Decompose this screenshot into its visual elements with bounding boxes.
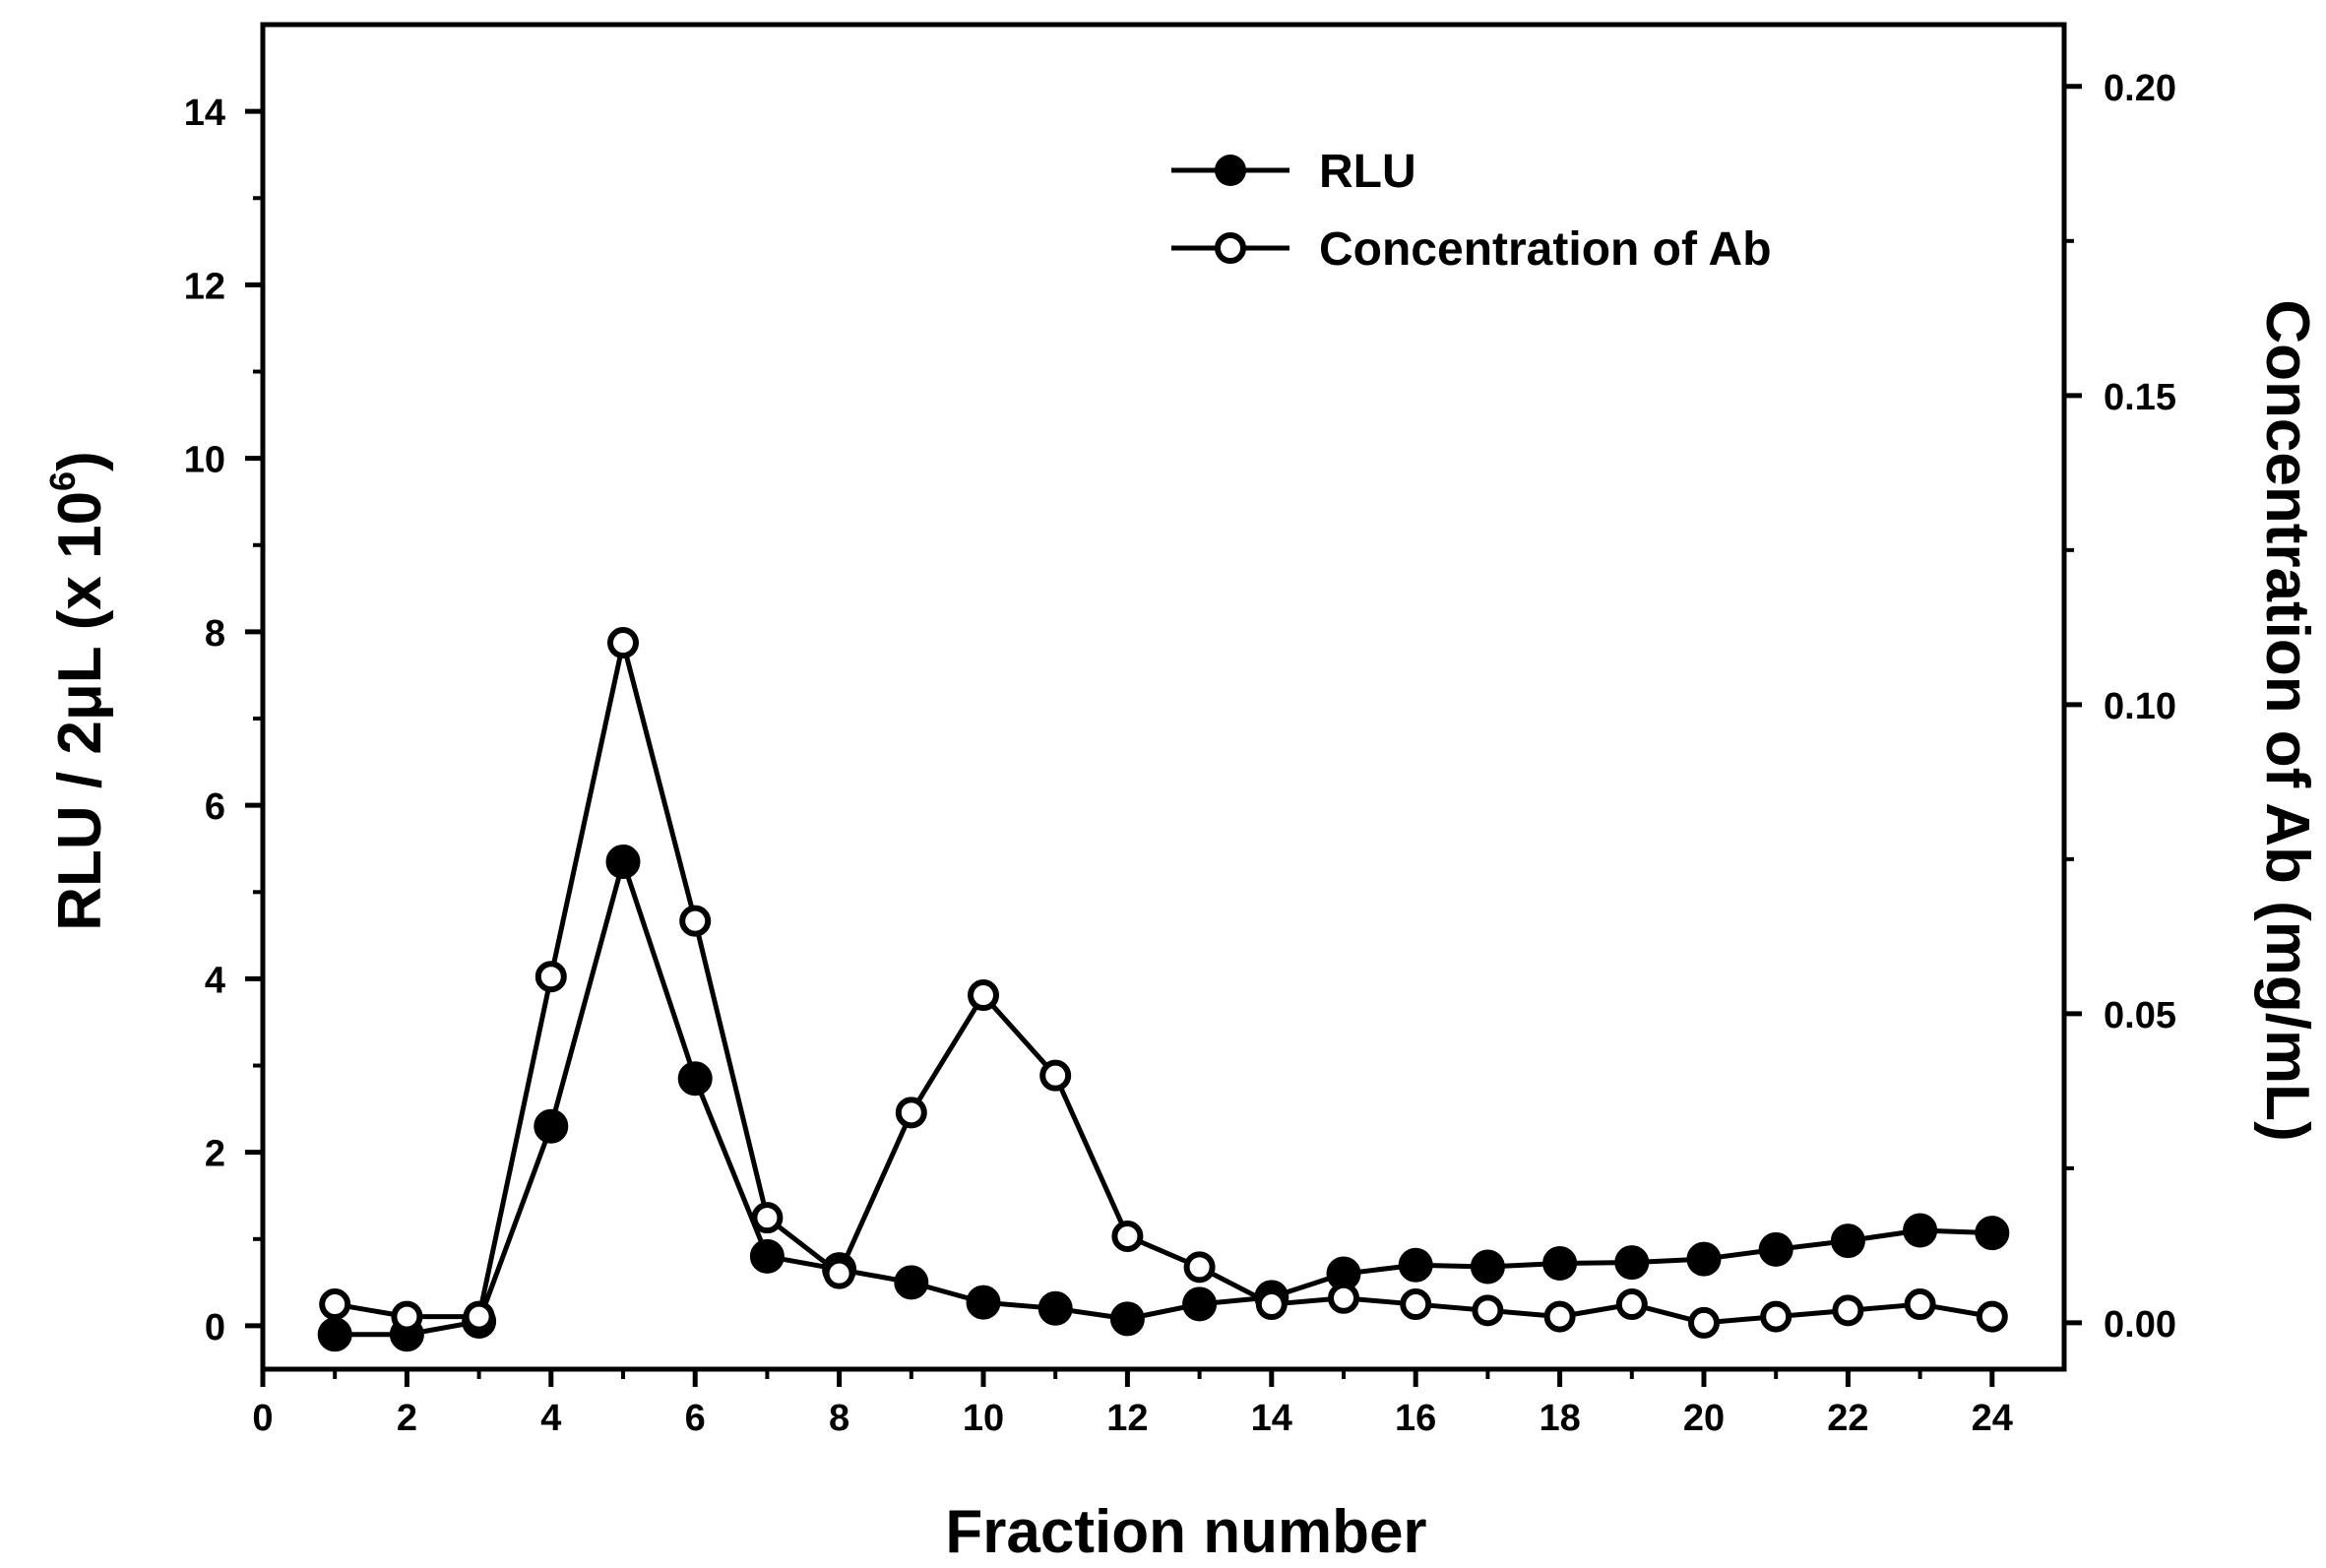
y-tick-label: 14 [184,93,225,134]
series-layer [317,627,2010,1352]
x-tick-label: 6 [685,1398,706,1439]
y2-axis-title: Concentration of Ab (mg/mL) [2253,299,2321,1141]
x-axis: 0 2 4 6 8 10 12 14 16 18 20 22 24 [252,1369,2013,1439]
y-tick-label: 10 [184,440,225,481]
x-tick-label: 4 [540,1398,561,1439]
series-rlu [317,844,2010,1352]
x-tick-label: 8 [829,1398,849,1439]
x-tick-label: 16 [1395,1398,1436,1439]
y2-tick-label: 0.20 [2104,68,2176,109]
y-axis-title-close: ) [46,451,114,471]
data-point-filled [1182,1286,1218,1322]
y2-tick-label: 0.05 [2104,995,2176,1036]
y2-tick-label: 0.10 [2104,686,2176,727]
x-tick-label: 10 [963,1398,1004,1439]
y-tick-label: 4 [205,960,225,1001]
y-axis-title: RLU / 2μL (x 106) [42,451,114,931]
x-tick-label: 12 [1106,1398,1148,1439]
data-point-open [1760,1300,1792,1333]
data-point-open [1111,1220,1144,1252]
x-tick-label: 20 [1683,1398,1725,1439]
y2-tick-label: 0.15 [2104,377,2176,418]
x-axis-title: Fraction number [945,1498,1426,1566]
y-tick-label: 8 [205,613,225,655]
y-axis-left: 0 2 4 6 8 10 12 14 [184,93,263,1348]
data-point-filled [749,1238,785,1274]
legend: RLU Concentration of Ab [1171,146,1772,276]
data-point-open [1472,1294,1504,1327]
legend-marker-filled [1215,155,1246,186]
data-point-open [1976,1300,2008,1333]
plot-border [260,22,2067,1372]
data-point-filled [534,1108,569,1144]
x-tick-label: 2 [397,1398,417,1439]
y-tick-label: 2 [205,1134,225,1175]
data-point-filled [677,1061,713,1097]
data-point-open [534,961,567,993]
data-point-open [1039,1059,1072,1092]
data-point-filled [605,844,641,879]
data-point-open [895,1097,927,1129]
x-tick-label: 18 [1539,1398,1580,1439]
data-point-open [1543,1300,1576,1333]
data-point-filled [1975,1216,2010,1251]
x-tick-label: 0 [252,1398,273,1439]
y-axis-title-exponent: 6 [42,471,83,491]
data-point-filled [1614,1245,1650,1281]
data-point-open [1615,1288,1648,1321]
plot-frame [260,22,2067,1372]
data-point-open [679,905,712,937]
x-tick-label: 14 [1251,1398,1292,1439]
y-axis-title-text: RLU / 2μL (x 10 [46,491,114,931]
data-point-open [1688,1306,1720,1339]
data-point-filled [1542,1245,1578,1281]
y2-tick-label: 0.00 [2104,1304,2176,1346]
y-axis-right: 0.00 0.05 0.10 0.15 0.20 [2064,68,2176,1346]
data-point-filled [1758,1231,1793,1267]
data-point-filled [317,1317,352,1352]
data-point-filled [1686,1241,1722,1277]
data-point-open [463,1300,495,1333]
data-point-open [1183,1251,1216,1284]
data-point-filled [1398,1247,1433,1283]
data-point-open [1400,1288,1432,1321]
data-point-filled [894,1265,929,1300]
data-point-open [319,1288,351,1321]
legend-label: Concentration of Ab [1319,223,1772,276]
y-tick-label: 6 [205,786,225,828]
data-point-filled [966,1285,1001,1320]
legend-marker-open [1215,232,1246,264]
data-point-open [1255,1288,1288,1321]
data-point-filled [1830,1223,1865,1259]
data-point-open [1904,1288,1936,1321]
data-point-open [968,979,999,1012]
legend-label: RLU [1319,146,1416,198]
y-tick-label: 0 [205,1307,225,1348]
data-point-open [1832,1294,1864,1327]
data-point-open [607,627,639,659]
data-point-open [391,1300,423,1333]
series-line [335,858,1992,1338]
x-tick-label: 24 [1972,1398,2013,1439]
data-point-open [823,1257,855,1289]
x-tick-label: 22 [1827,1398,1868,1439]
y-tick-label: 12 [184,266,225,307]
data-point-filled [1470,1249,1505,1285]
data-point-open [751,1202,784,1234]
data-point-filled [1037,1290,1073,1326]
data-point-filled [1109,1301,1145,1337]
series-line [334,640,1993,1326]
data-point-open [1328,1282,1359,1314]
series-concentration [319,627,2008,1339]
data-point-filled [1903,1213,1938,1248]
